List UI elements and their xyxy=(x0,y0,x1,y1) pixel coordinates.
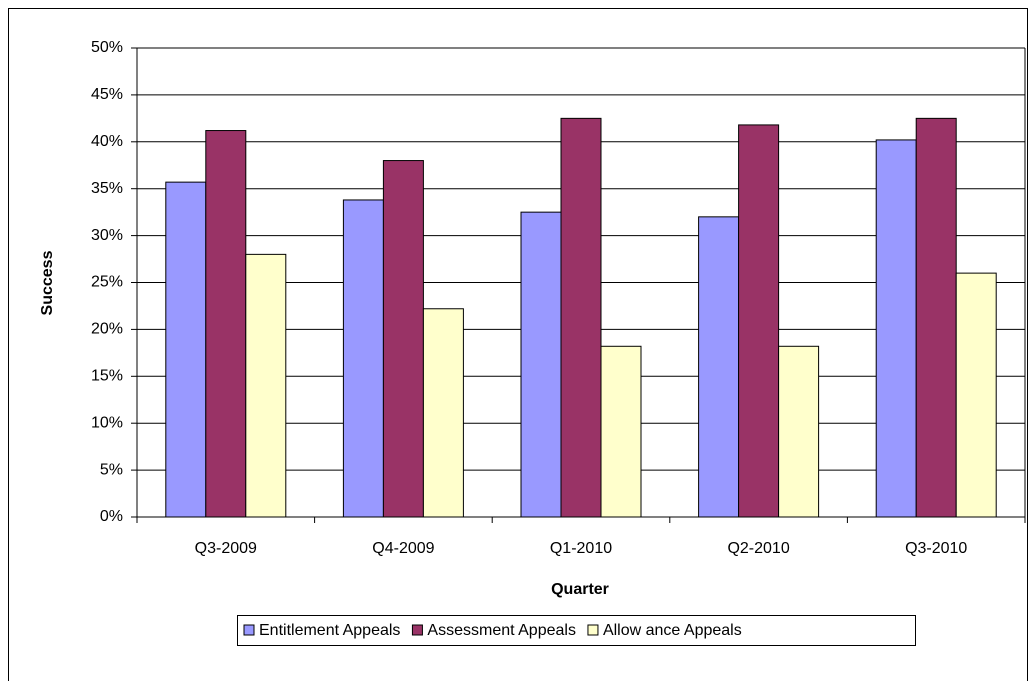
y-tick-label: 50% xyxy=(91,39,123,56)
y-tick-label: 10% xyxy=(91,414,123,431)
bar xyxy=(915,117,957,518)
legend-swatch xyxy=(587,624,599,636)
x-axis-title: Quarter xyxy=(551,581,609,598)
bar xyxy=(698,216,740,518)
bar xyxy=(245,253,287,518)
bar xyxy=(422,308,464,518)
bar xyxy=(875,139,917,518)
y-tick-label: 20% xyxy=(91,321,123,338)
legend-label: Assessment Appeals xyxy=(427,622,576,639)
bar xyxy=(955,272,997,518)
y-tick-label: 45% xyxy=(91,86,123,103)
bar xyxy=(520,211,562,518)
legend-label: Entitlement Appeals xyxy=(259,622,400,639)
x-tick-label: Q3-2009 xyxy=(195,540,257,557)
y-axis-title: Success xyxy=(39,250,56,315)
legend-label: Allow ance Appeals xyxy=(603,622,742,639)
bar xyxy=(165,181,207,518)
x-tick-label: Q2-2010 xyxy=(727,540,789,557)
bar xyxy=(560,117,602,518)
y-tick-label: 0% xyxy=(100,508,123,525)
bar xyxy=(342,199,384,518)
y-tick-label: 40% xyxy=(91,133,123,150)
legend xyxy=(237,615,916,646)
bar xyxy=(600,345,642,518)
bar xyxy=(205,130,247,518)
y-tick-label: 15% xyxy=(91,368,123,385)
y-tick-label: 25% xyxy=(91,274,123,291)
y-tick-label: 35% xyxy=(91,180,123,197)
x-tick-label: Q1-2010 xyxy=(550,540,612,557)
legend-swatch xyxy=(411,624,423,636)
bar xyxy=(382,160,424,518)
y-tick-label: 5% xyxy=(100,461,123,478)
x-tick-label: Q4-2009 xyxy=(372,540,434,557)
bar xyxy=(738,124,780,518)
y-tick-label: 30% xyxy=(91,227,123,244)
bar xyxy=(778,345,820,518)
x-tick-label: Q3-2010 xyxy=(905,540,967,557)
legend-swatch xyxy=(243,624,255,636)
